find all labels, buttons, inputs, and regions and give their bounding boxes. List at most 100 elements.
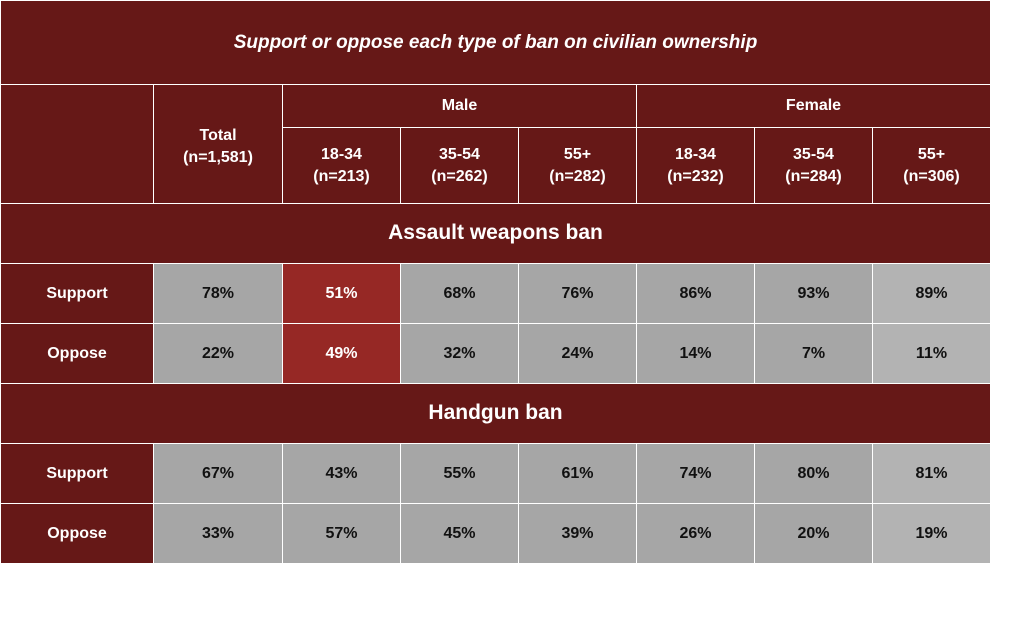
table-title: Support or oppose each type of ban on ci… (233, 31, 758, 53)
data-cell: 78% (154, 264, 282, 323)
cell-value: 57% (325, 524, 358, 542)
section-title: Assault weapons ban (388, 221, 603, 245)
row-label: Support (46, 464, 108, 482)
column-header-stack: 35-54 (n=262) (431, 144, 487, 187)
group-label: Male (441, 97, 478, 115)
data-cell-highlighted: 49% (283, 324, 400, 383)
cell-value: 74% (679, 464, 712, 482)
column-header-stack: 18-34 (n=213) (313, 144, 369, 187)
column-label: 35-54 (439, 145, 480, 163)
cell-value: 20% (797, 524, 830, 542)
data-cell: 26% (637, 504, 754, 563)
data-cell: 45% (401, 504, 518, 563)
data-cell: 74% (637, 444, 754, 503)
column-header: 55+ (n=282) (519, 128, 636, 203)
column-label: 18-34 (675, 145, 716, 163)
data-cell: 24% (519, 324, 636, 383)
cell-value: 19% (915, 524, 948, 542)
data-cell: 43% (283, 444, 400, 503)
column-label: Total (199, 127, 237, 144)
section-header: Handgun ban (1, 384, 990, 443)
cell-value: 61% (561, 464, 594, 482)
data-cell: 57% (283, 504, 400, 563)
column-sample-size: (n=284) (785, 167, 842, 185)
cell-value: 24% (561, 344, 594, 362)
data-cell: 76% (519, 264, 636, 323)
data-cell: 89% (873, 264, 990, 323)
column-header-stack: 55+ (n=282) (549, 144, 605, 187)
data-cell: 61% (519, 444, 636, 503)
data-cell: 19% (873, 504, 990, 563)
data-cell: 32% (401, 324, 518, 383)
cell-value: 45% (443, 524, 476, 542)
cell-value: 33% (201, 524, 235, 542)
column-sample-size: (n=213) (313, 167, 370, 185)
data-cell: 67% (154, 444, 282, 503)
cell-value: 43% (325, 464, 358, 482)
cell-value: 39% (561, 524, 594, 542)
column-sample-size: (n=262) (431, 167, 488, 185)
cell-value: 86% (679, 284, 712, 302)
cell-value: 89% (915, 284, 948, 302)
column-header: 18-34 (n=232) (637, 128, 754, 203)
group-header-female: Female (637, 85, 990, 127)
column-label: 55+ (563, 145, 592, 163)
column-sample-size: (n=232) (667, 167, 724, 185)
row-label: Oppose (47, 344, 107, 362)
row-label-cell: Support (1, 444, 153, 503)
row-label-cell: Support (1, 264, 153, 323)
section-title: Handgun ban (428, 401, 563, 425)
cell-value: 11% (915, 344, 948, 362)
column-header-stack: Total (n=1,581) (183, 125, 253, 168)
row-label: Support (46, 284, 108, 302)
data-cell: 93% (755, 264, 872, 323)
column-label: 55+ (917, 145, 946, 163)
cell-value: 55% (443, 464, 476, 482)
group-label: Female (785, 97, 842, 115)
cell-value: 22% (201, 344, 235, 362)
cell-value: 26% (679, 524, 712, 542)
data-cell-highlighted: 51% (283, 264, 400, 323)
data-cell: 55% (401, 444, 518, 503)
cell-value: 76% (561, 284, 594, 302)
cell-value: 93% (797, 284, 830, 302)
column-header: 18-34 (n=213) (283, 128, 400, 203)
data-cell: 68% (401, 264, 518, 323)
data-cell: 81% (873, 444, 990, 503)
cell-value: 51% (325, 284, 358, 302)
section-header: Assault weapons ban (1, 204, 990, 263)
column-header-stack: 55+ (n=306) (903, 144, 959, 187)
column-sample-size: (n=282) (549, 167, 606, 185)
data-table: Support or oppose each type of ban on ci… (1, 1, 990, 567)
cell-value: 81% (915, 464, 948, 482)
data-cell: 22% (154, 324, 282, 383)
table-title-cell: Support or oppose each type of ban on ci… (1, 1, 990, 84)
cell-value: 14% (679, 344, 712, 362)
data-cell: 39% (519, 504, 636, 563)
data-cell: 7% (755, 324, 872, 383)
cell-value: 32% (443, 344, 476, 362)
data-cell: 20% (755, 504, 872, 563)
cell-value: 78% (201, 284, 235, 302)
column-sample-size: (n=1,581) (183, 148, 253, 166)
data-cell: 14% (637, 324, 754, 383)
row-label-cell: Oppose (1, 324, 153, 383)
cell-value: 67% (201, 464, 235, 482)
data-cell: 86% (637, 264, 754, 323)
column-header: 55+ (n=306) (873, 128, 990, 203)
column-header-total: Total (n=1,581) (154, 85, 282, 203)
corner-cell (1, 85, 153, 203)
cell-value: 49% (325, 344, 358, 362)
data-cell: 11% (873, 324, 990, 383)
data-cell: 33% (154, 504, 282, 563)
column-label: 18-34 (321, 145, 362, 163)
column-header-stack: 18-34 (n=232) (667, 144, 723, 187)
column-header: 35-54 (n=284) (755, 128, 872, 203)
column-label: 35-54 (793, 145, 834, 163)
cell-value: 7% (801, 344, 826, 362)
column-header: 35-54 (n=262) (401, 128, 518, 203)
cell-value: 80% (797, 464, 830, 482)
row-label-cell: Oppose (1, 504, 153, 563)
data-cell: 80% (755, 444, 872, 503)
column-sample-size: (n=306) (903, 167, 960, 185)
